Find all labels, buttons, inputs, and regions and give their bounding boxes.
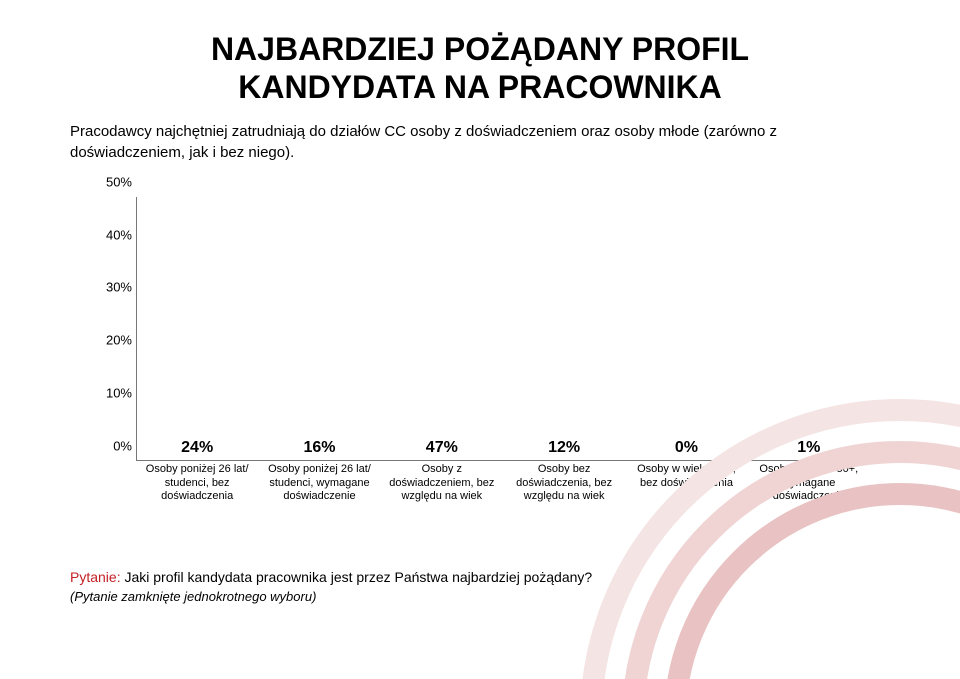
x-category-label: Osoby w wieku 50+, wymagane doświadczeni…	[749, 463, 869, 527]
x-category-label: Osoby bez doświadczenia, bez względu na …	[504, 463, 624, 527]
bar-value-label: 0%	[675, 439, 698, 457]
x-category-label: Osoby poniżej 26 lat/ studenci, bez dośw…	[137, 463, 257, 527]
bar-chart: 0%10%20%30%40%50% 24%16%47%12%0%1% Osoby…	[90, 197, 870, 527]
y-tick-label: 0%	[113, 438, 132, 453]
bar-value-label: 12%	[548, 439, 580, 457]
bar-value-label: 16%	[303, 439, 335, 457]
title-line-2: KANDYDATA NA PRACOWNIKA	[238, 69, 722, 105]
x-category-label: Osoby poniżej 26 lat/ studenci, wymagane…	[259, 463, 379, 527]
question-rest: Jaki profil kandydata pracownika jest pr…	[124, 569, 592, 585]
plot-area: 24% 16% 47% 12% 0% 1%	[136, 197, 870, 461]
bar-value-label: 24%	[181, 439, 213, 457]
bars-container: 24% 16% 47% 12% 0% 1%	[136, 197, 870, 461]
question-text: Pytanie: Jaki profil kandydata pracownik…	[70, 569, 890, 585]
y-tick-label: 30%	[106, 280, 132, 295]
page-title: NAJBARDZIEJ POŻĄDANY PROFIL KANDYDATA NA…	[70, 30, 890, 107]
y-tick-label: 20%	[106, 333, 132, 348]
bar-slot: 47%	[382, 439, 502, 461]
bar-value-label: 1%	[797, 439, 820, 457]
x-labels: Osoby poniżej 26 lat/ studenci, bez dośw…	[136, 463, 870, 527]
bar-slot: 1%	[749, 439, 869, 461]
x-category-label: Osoby z doświadczeniem, bez względu na w…	[382, 463, 502, 527]
bar-slot: 0%	[626, 439, 746, 461]
question-note: (Pytanie zamknięte jednokrotnego wyboru)	[70, 589, 890, 604]
y-tick-label: 40%	[106, 227, 132, 242]
question-lead: Pytanie:	[70, 569, 124, 585]
bar-slot: 12%	[504, 439, 624, 461]
bar-slot: 16%	[259, 439, 379, 461]
y-axis: 0%10%20%30%40%50%	[90, 197, 136, 461]
x-category-label: Osoby w wieku 50+, bez doświadczenia	[626, 463, 746, 527]
y-tick-label: 10%	[106, 385, 132, 400]
bar-slot: 24%	[137, 439, 257, 461]
page: NAJBARDZIEJ POŻĄDANY PROFIL KANDYDATA NA…	[0, 0, 960, 679]
y-tick-label: 50%	[106, 174, 132, 189]
bar-value-label: 47%	[426, 439, 458, 457]
subtitle-text: Pracodawcy najchętniej zatrudniają do dz…	[70, 121, 890, 163]
title-line-1: NAJBARDZIEJ POŻĄDANY PROFIL	[211, 31, 749, 67]
